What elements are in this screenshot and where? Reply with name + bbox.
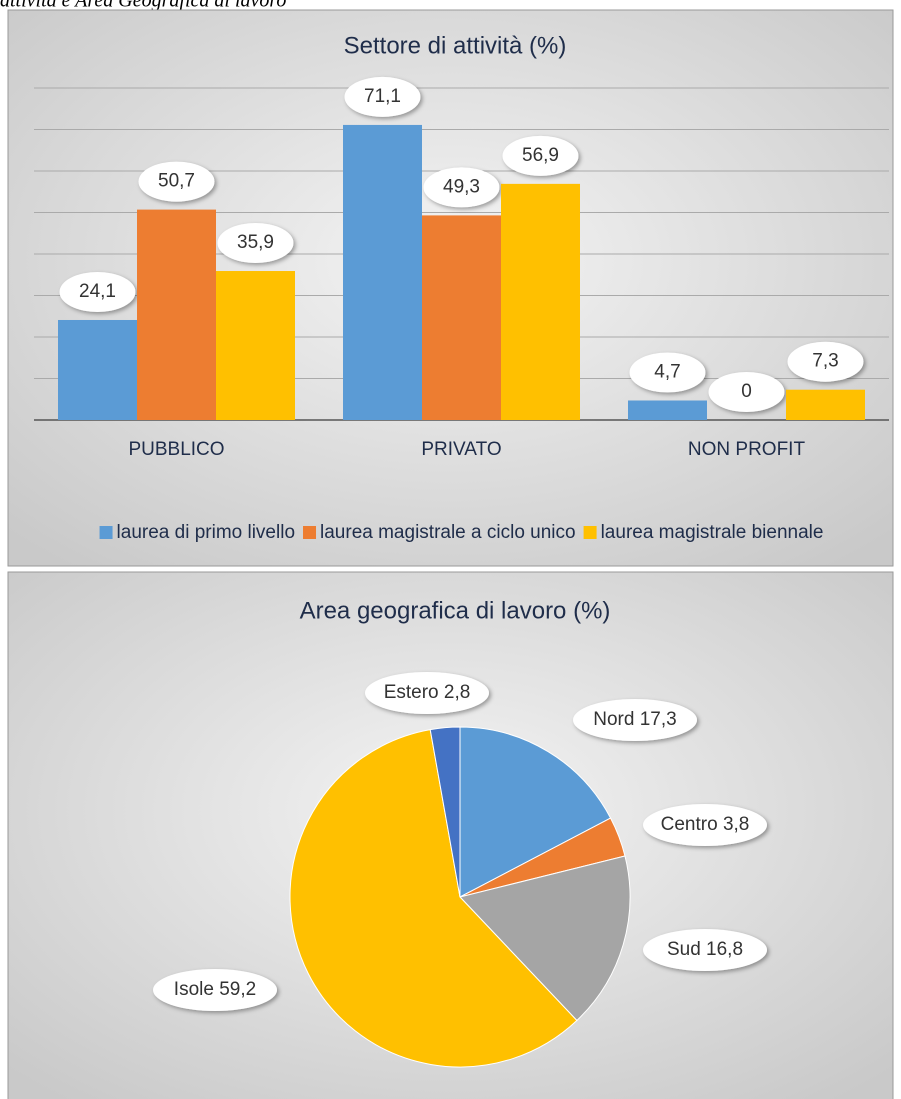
legend-swatch [583, 526, 597, 539]
label-bubble [787, 341, 864, 382]
bar [628, 400, 707, 420]
legend-label: laurea magistrale a ciclo unico [320, 522, 576, 543]
bar [343, 124, 422, 420]
slice-label: Nord 17,3 [593, 709, 676, 730]
legend-label: laurea magistrale biennale [601, 522, 824, 543]
label-bubble [59, 271, 136, 312]
label-bubble [153, 969, 277, 1011]
data-label: 35,9 [237, 232, 274, 253]
slice-name: Sud [667, 939, 701, 960]
slice-name: Nord [593, 709, 634, 730]
slice-name: Centro [661, 814, 718, 835]
data-label: 71,1 [364, 86, 401, 107]
label-bubble [365, 672, 489, 714]
bar-title: Settore di attività (%) [344, 32, 567, 59]
slice-value: 59,2 [219, 979, 256, 1000]
slice-label: Estero 2,8 [384, 682, 471, 703]
slice-label: Centro 3,8 [661, 814, 750, 835]
pie-slice [459, 855, 631, 1022]
label-bubble [643, 929, 767, 971]
bar [786, 389, 865, 420]
pie-slice [289, 729, 578, 1068]
label-bubble [573, 699, 697, 741]
slice-label: Sud 16,8 [667, 939, 743, 960]
pie-title: Area geografica di lavoro (%) [300, 597, 611, 624]
bar [501, 183, 580, 420]
slice-value: 16,8 [706, 939, 743, 960]
x-tick-label: PRIVATO [421, 439, 501, 460]
bar [216, 271, 295, 420]
data-label: 4,7 [654, 362, 680, 383]
x-tick-label: PUBBLICO [128, 439, 224, 460]
label-bubble [502, 135, 579, 176]
legend-swatch [303, 526, 317, 539]
label-bubble [423, 167, 500, 208]
legend-label: laurea di primo livello [117, 522, 295, 543]
label-bubble [344, 76, 421, 117]
pie-slice [459, 726, 612, 898]
label-bubble [643, 804, 767, 846]
label-bubble [138, 161, 215, 202]
legend: laurea di primo livello laurea magistrale… [99, 522, 824, 543]
data-label: 49,3 [443, 176, 480, 197]
data-label: 56,9 [522, 145, 559, 166]
data-label: 7,3 [812, 351, 838, 372]
slice-name: Estero [384, 682, 439, 703]
slice-value: 2,8 [444, 682, 470, 703]
bar [422, 215, 501, 420]
data-label: 24,1 [79, 281, 116, 302]
caption: attività e Area Geografica di lavoro [0, 0, 286, 12]
label-bubble [708, 372, 785, 412]
x-tick-label: NON PROFIT [688, 439, 806, 460]
bar [137, 209, 216, 420]
slice-value: 3,8 [723, 814, 749, 835]
pie-slice [429, 726, 461, 898]
label-bubble [217, 223, 294, 264]
slice-name: Isole [174, 979, 214, 1000]
slice-label: Isole 59,2 [174, 979, 256, 1000]
bar [58, 319, 137, 420]
legend-swatch [99, 526, 113, 539]
data-label: 50,7 [158, 171, 195, 192]
slice-value: 17,3 [640, 709, 677, 730]
data-label: 0 [741, 381, 752, 402]
label-bubble [629, 352, 706, 393]
